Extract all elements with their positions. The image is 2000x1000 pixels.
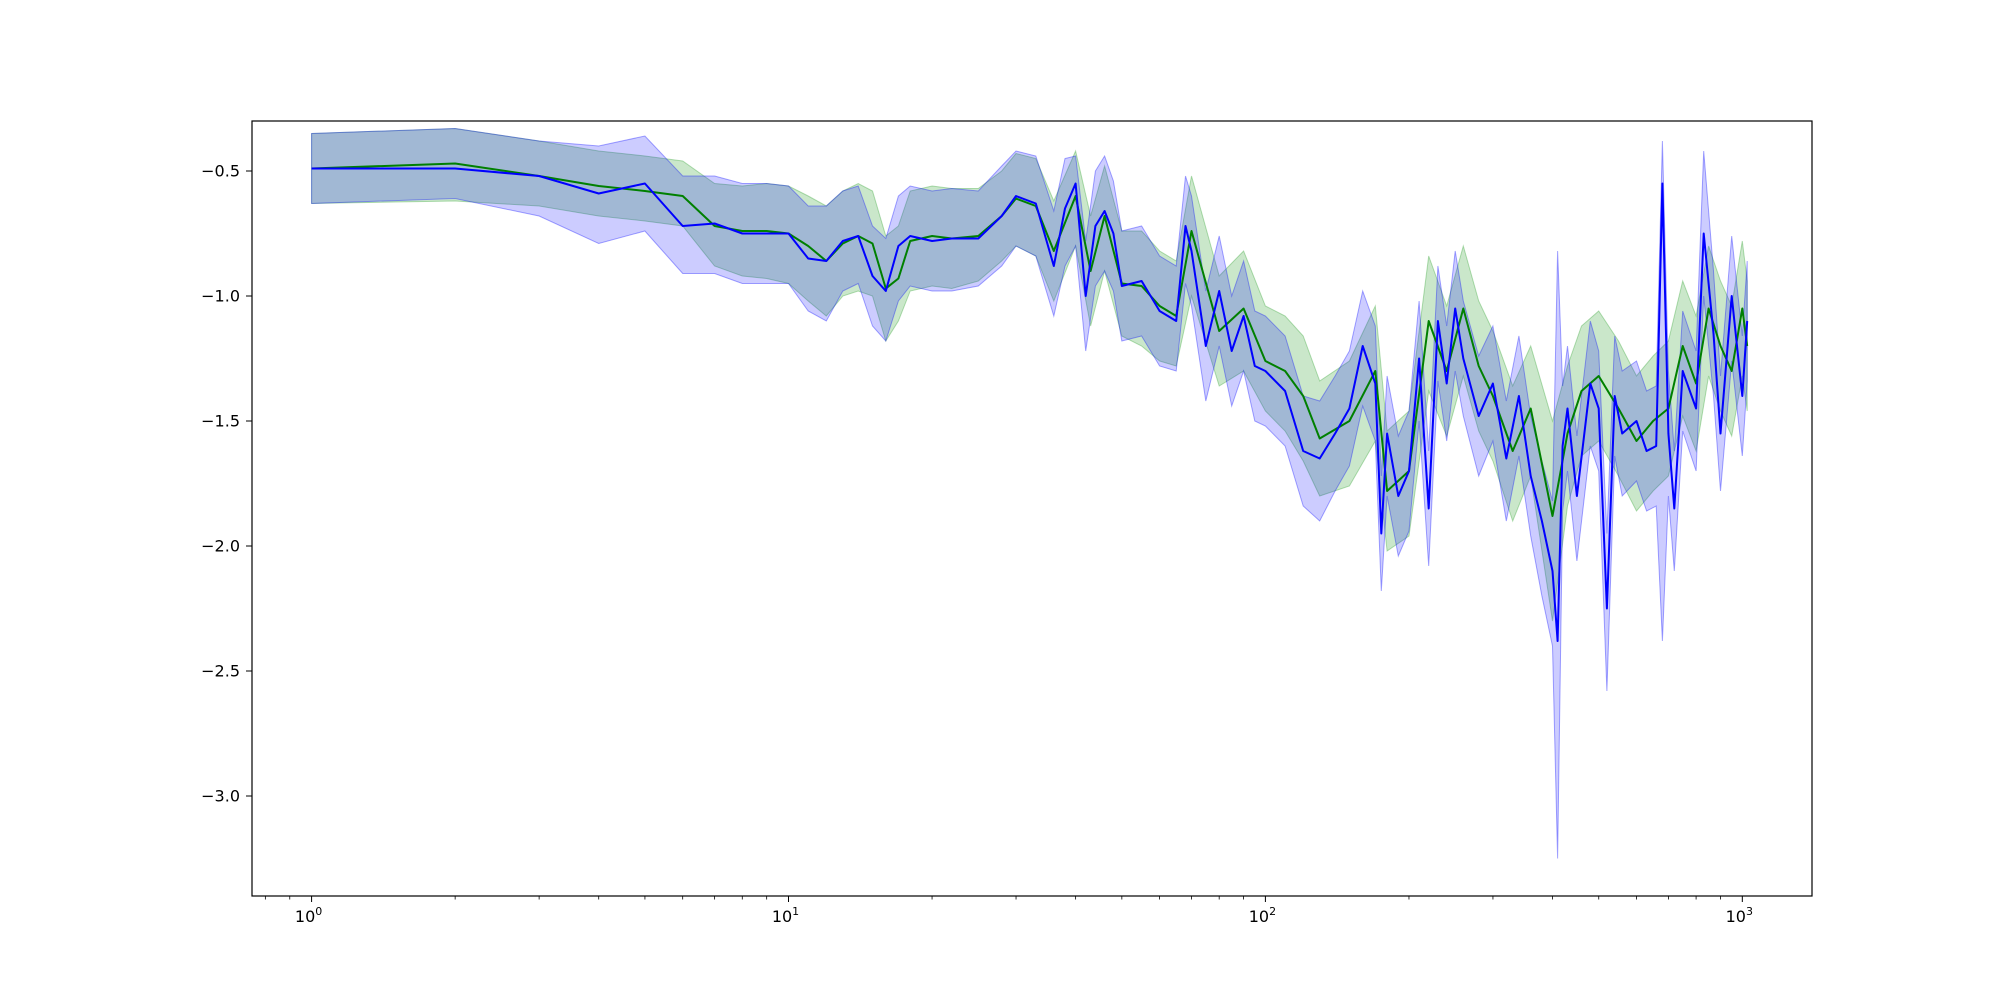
y-tick-label: −1.0: [201, 287, 240, 306]
x-tick-label: 100: [295, 905, 322, 926]
y-tick-label: −1.5: [201, 412, 240, 431]
series-1-line: [311, 162, 1749, 517]
x-tick-label: 102: [1249, 905, 1276, 926]
series-2-line: [311, 167, 1749, 642]
y-tick-label: −2.5: [201, 662, 240, 681]
confidence-bands: [311, 127, 1748, 859]
plot-area-frame: [251, 120, 1813, 897]
series-lines: [311, 162, 1749, 642]
y-tick-label: −0.5: [201, 162, 240, 181]
series-2-band: [311, 127, 1748, 859]
y-tick-label: −3.0: [201, 787, 240, 806]
y-axis: −0.5 −1.0 −1.5 −2.0 −2.5 −3.0: [201, 162, 252, 806]
y-tick-label: −2.0: [201, 537, 240, 556]
x-tick-label: 103: [1726, 905, 1753, 926]
series-1-band: [311, 127, 1748, 622]
x-axis: 100 101 102 103: [264, 896, 1753, 926]
x-tick-label: 101: [772, 905, 799, 926]
